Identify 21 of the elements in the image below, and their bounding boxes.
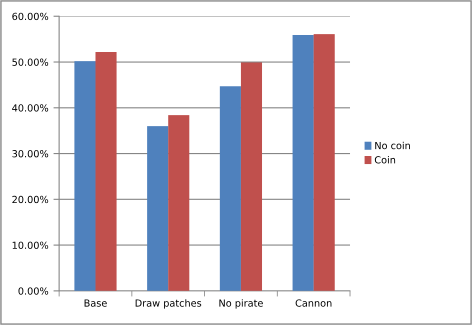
y-tick-label: 0.00% xyxy=(18,287,48,295)
x-tick-label: Cannon xyxy=(296,299,332,307)
bar xyxy=(314,34,335,291)
x-tick-label: Draw patches xyxy=(136,299,202,309)
bar xyxy=(74,61,96,291)
bar xyxy=(220,86,241,291)
x-tick-label: Base xyxy=(84,300,107,307)
bar xyxy=(168,115,190,291)
legend-label: No coin xyxy=(375,142,410,150)
y-tick-label: 60.00% xyxy=(12,12,48,20)
bar xyxy=(292,35,314,291)
y-tick-label: 40.00% xyxy=(12,104,48,112)
bar xyxy=(147,126,168,291)
y-tick-label: 50.00% xyxy=(12,58,48,66)
y-tick-label: 10.00% xyxy=(12,242,48,249)
y-tick-label: 20.00% xyxy=(12,196,48,204)
y-tick-label: 30.00% xyxy=(12,150,48,158)
x-tick-label: No pirate xyxy=(219,299,263,309)
legend-label: Coin xyxy=(374,156,396,164)
bar xyxy=(95,52,117,291)
bar xyxy=(240,62,262,291)
